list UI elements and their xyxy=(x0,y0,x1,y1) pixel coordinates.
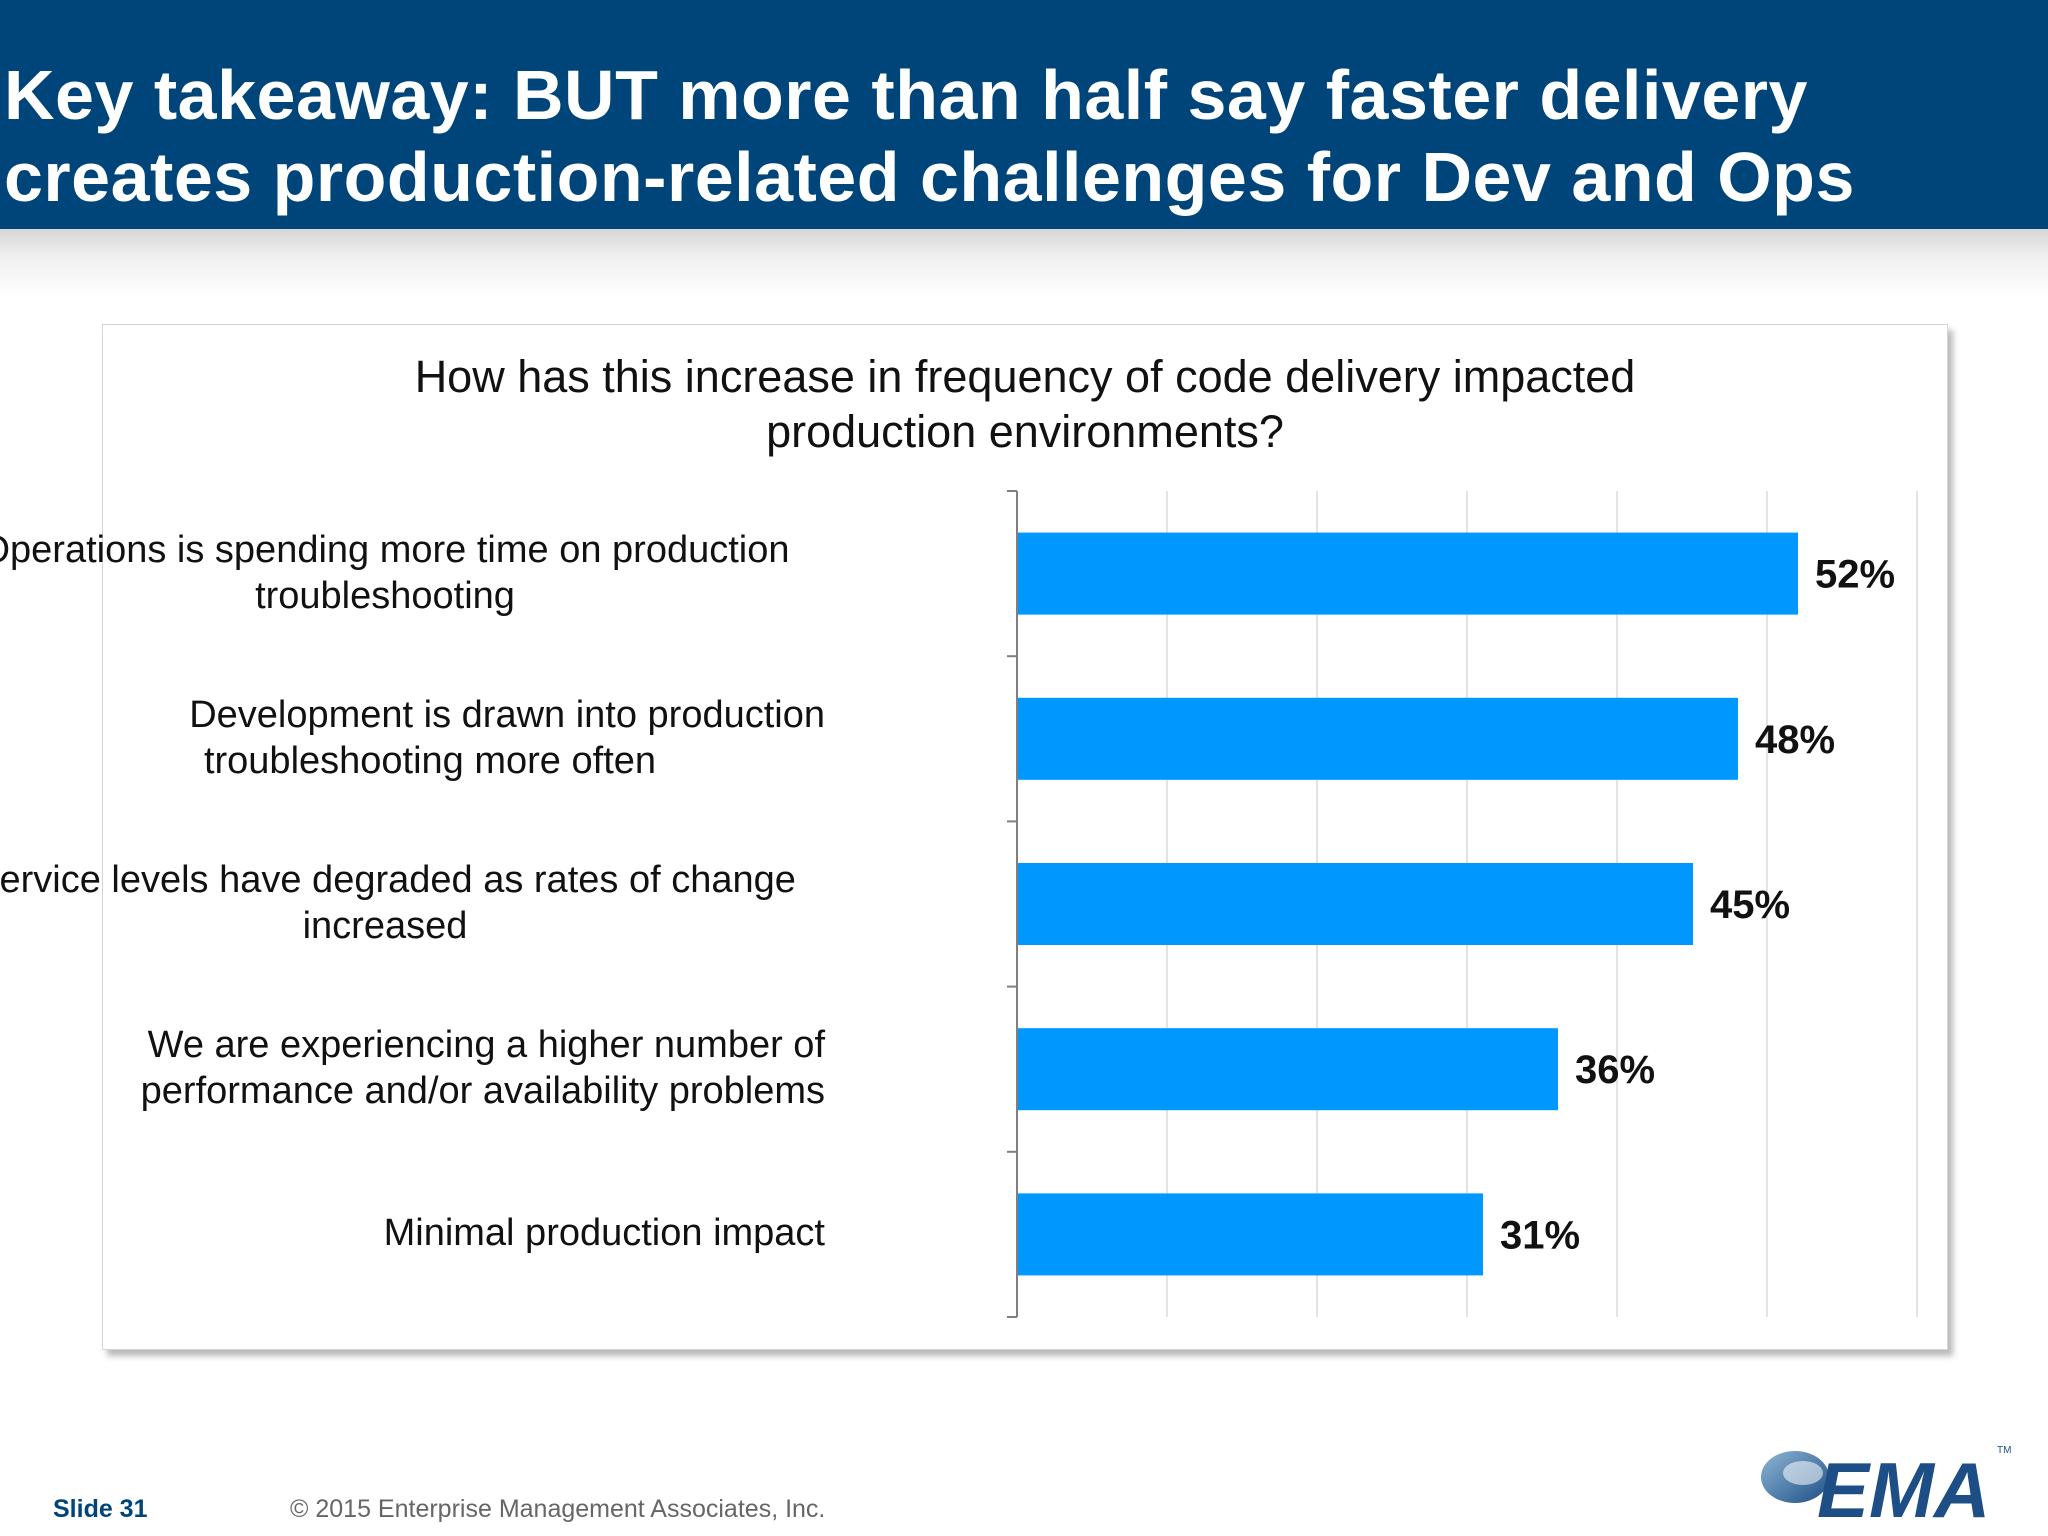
bar-value-label-4: 36% xyxy=(1575,1048,1655,1092)
ema-logo-trademark: TM xyxy=(1997,1445,2011,1456)
category-label-3: Service levels have degraded as rates of… xyxy=(0,857,825,949)
category-label-2-line-2: troubleshooting more often xyxy=(203,740,657,782)
bar-plot-area: 52% 48% 45% 36% 31% xyxy=(1007,490,1918,1318)
slide-header: Key takeaway: BUT more than half say fas… xyxy=(0,0,2048,229)
chart-title-line-1: How has this increase in frequency of co… xyxy=(414,351,1636,402)
header-shadow xyxy=(0,229,2048,299)
bar-value-label-2: 48% xyxy=(1755,718,1835,762)
bar-value-label-3: 45% xyxy=(1710,883,1790,927)
bar-5 xyxy=(1018,1193,1483,1276)
category-label-4-line-2: performance and/or availability problems xyxy=(140,1070,825,1112)
bar-2 xyxy=(1018,697,1738,780)
ema-logo-text: EMA xyxy=(1817,1446,1990,1527)
ema-logo-swoosh-highlight xyxy=(1783,1461,1823,1485)
category-label-3-line-2: increased xyxy=(302,905,468,947)
slide-title: Key takeaway: BUT more than half say fas… xyxy=(4,56,1855,216)
category-label-1: Operations is spending more time on prod… xyxy=(0,527,825,619)
bar-value-label-1: 52% xyxy=(1815,553,1895,597)
chart-title-line-2: production environments? xyxy=(766,406,1284,457)
bar-3 xyxy=(1018,863,1693,945)
category-label-5: Minimal production impact xyxy=(0,1210,825,1256)
bar-1 xyxy=(1018,532,1798,615)
category-label-2: Development is drawn into production tro… xyxy=(0,692,825,784)
category-label-4-line-1: We are experiencing a higher number of xyxy=(147,1024,825,1066)
category-label-5-line-1: Minimal production impact xyxy=(383,1212,825,1254)
chart-panel: How has this increase in frequency of co… xyxy=(0,324,1948,1350)
category-label-1-line-1: Operations is spending more time on prod… xyxy=(0,529,790,571)
copyright-notice: © 2015 Enterprise Management Associates,… xyxy=(290,1495,826,1523)
slide-number: Slide 31 xyxy=(53,1495,148,1523)
bar-value-label-5: 31% xyxy=(1500,1213,1580,1257)
category-label-4: We are experiencing a higher number of p… xyxy=(0,1022,825,1114)
category-label-3-line-1: Service levels have degraded as rates of… xyxy=(0,859,796,901)
category-label-1-line-2: troubleshooting xyxy=(255,575,515,617)
category-label-2-line-1: Development is drawn into production xyxy=(189,694,825,736)
bar-4 xyxy=(1018,1028,1558,1111)
ema-logo: EMA TM xyxy=(1761,1445,2011,1527)
chart-title: How has this increase in frequency of co… xyxy=(103,349,1947,459)
